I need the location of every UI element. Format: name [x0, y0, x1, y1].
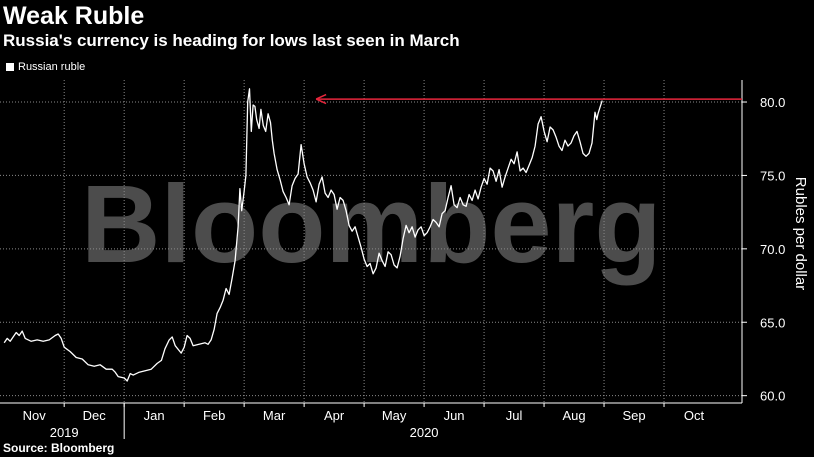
x-tick-label: Mar	[263, 408, 286, 423]
arrow-head	[315, 93, 327, 105]
x-tick-label: Sep	[622, 408, 645, 423]
y-tick-label: 70.0	[760, 242, 785, 257]
x-tick-label: Jun	[444, 408, 465, 423]
y-tick-label: 60.0	[760, 389, 785, 404]
x-tick-label: Nov	[23, 408, 47, 423]
x-tick-label: May	[382, 408, 407, 423]
legend: Russian ruble	[6, 61, 85, 73]
x-tick-label: Apr	[324, 408, 345, 423]
chart-subtitle: Russia's currency is heading for lows la…	[3, 31, 460, 50]
y-tick-label: 75.0	[760, 168, 785, 183]
x-tick-label: Oct	[684, 408, 705, 423]
series-line-russian-ruble	[3, 88, 603, 382]
y-tick-label: 65.0	[760, 315, 785, 330]
x-tick-label: Dec	[83, 408, 107, 423]
x-tick-label: Aug	[562, 408, 585, 423]
chart-title: Weak Ruble	[3, 2, 145, 30]
y-axis-title: Rubles per dollar	[792, 177, 809, 290]
year-label: 2020	[410, 425, 439, 440]
x-tick-label: Feb	[203, 408, 225, 423]
source-note: Source: Bloomberg	[3, 441, 115, 455]
y-tick-label: 80.0	[760, 95, 785, 110]
legend-swatch	[6, 63, 14, 71]
legend-label: Russian ruble	[18, 61, 86, 73]
year-label: 2019	[50, 425, 79, 440]
x-tick-label: Jul	[506, 408, 523, 423]
x-tick-label: Jan	[144, 408, 165, 423]
